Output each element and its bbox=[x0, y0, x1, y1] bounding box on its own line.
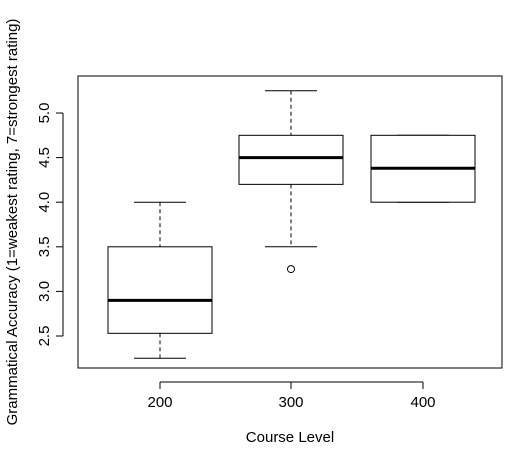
x-axis: 200 300 400 bbox=[147, 381, 436, 411]
outlier-point bbox=[287, 265, 295, 274]
y-tick-label: 3.0 bbox=[36, 281, 53, 302]
box-300 bbox=[238, 90, 344, 274]
plot-frame bbox=[77, 75, 503, 369]
box-200 bbox=[107, 201, 213, 359]
y-tick-label: 4.0 bbox=[36, 192, 53, 213]
boxes-layer bbox=[107, 90, 476, 359]
x-tick-label: 400 bbox=[410, 394, 435, 411]
y-tick-label: 3.5 bbox=[36, 236, 53, 257]
y-tick-label: 5.0 bbox=[36, 103, 53, 124]
y-axis: 2.5 3.0 3.5 4.0 4.5 5.0 bbox=[36, 103, 64, 347]
iqr-box bbox=[238, 134, 344, 185]
y-tick-label: 4.5 bbox=[36, 147, 53, 168]
y-axis-label: Grammatical Accuracy (1=weakest rating, … bbox=[4, 19, 21, 426]
iqr-box bbox=[107, 246, 213, 334]
x-axis-label: Course Level bbox=[246, 429, 334, 446]
y-tick-label: 2.5 bbox=[36, 326, 53, 347]
x-tick-label: 300 bbox=[278, 394, 303, 411]
box-400 bbox=[370, 134, 476, 203]
x-tick-label: 200 bbox=[147, 394, 172, 411]
